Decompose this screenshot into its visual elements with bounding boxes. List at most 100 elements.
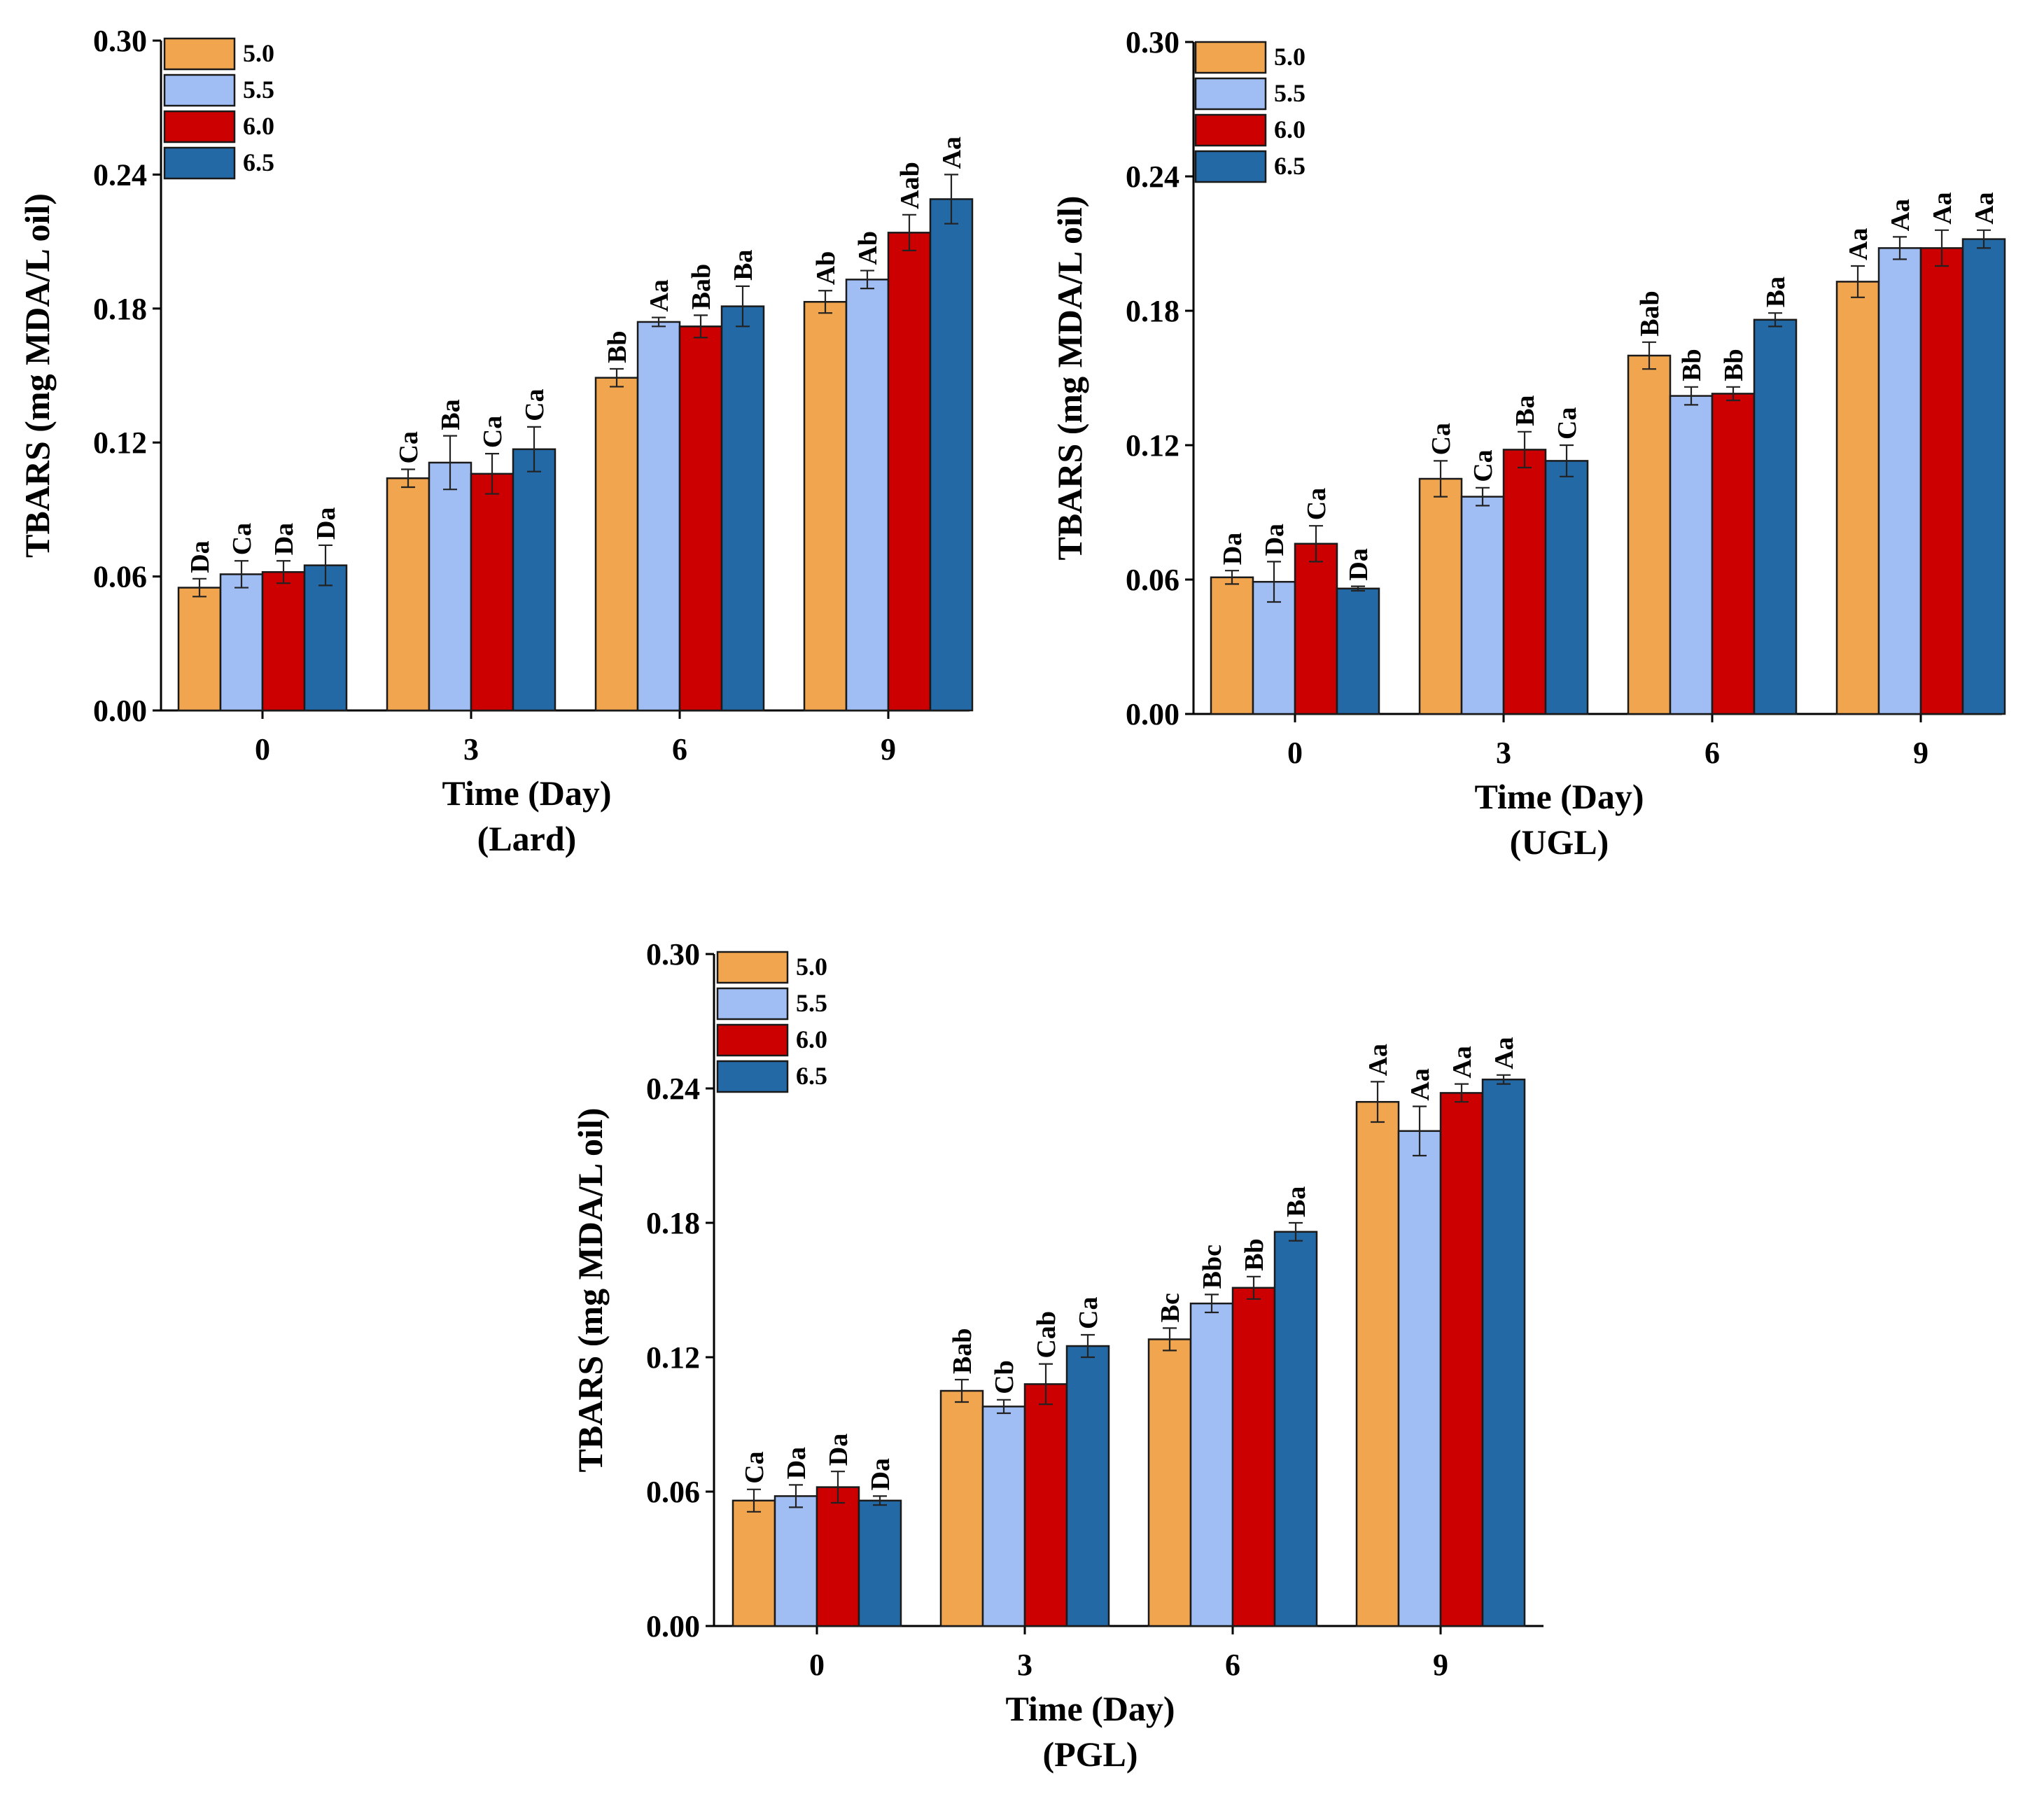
- y-axis-label: TBARS (mg MDA/L oil): [570, 1108, 610, 1473]
- significance-label: Aa: [1844, 228, 1873, 260]
- bar-6_0-day-6: [1711, 393, 1756, 715]
- significance-label: Cb: [990, 1360, 1019, 1394]
- bar-5_0-day-0: [1210, 576, 1254, 715]
- bar-6_0-day-9: [887, 232, 932, 712]
- legend: 5.0 5.5 6.0 6.5: [1194, 41, 1306, 183]
- chart-panel-pgl: 0.00 0.06 0.12 0.18 0.24 0.30 TBARS (mg MDA/L …: [570, 937, 1544, 1774]
- significance-label: Aa: [1970, 192, 1999, 224]
- panel-subtitle: (Lard): [477, 819, 577, 858]
- bar-6_0-day-3: [1023, 1383, 1068, 1627]
- legend-label: 6.0: [796, 1025, 827, 1053]
- bar-6_0-day-9: [1439, 1092, 1484, 1627]
- y-tick-label: 0.18: [1126, 294, 1180, 328]
- x-tick-label: 6: [672, 732, 687, 766]
- bar-6_5-day-6: [1273, 1231, 1318, 1627]
- significance-label: Ca: [227, 523, 257, 555]
- significance-label: Da: [824, 1434, 853, 1466]
- significance-label: Ca: [1469, 449, 1498, 482]
- x-tick-label: 9: [881, 732, 896, 766]
- bar-6_0-day-9: [1919, 247, 1964, 715]
- bar-5_5-day-6: [1669, 395, 1714, 715]
- significance-label: Aa: [1490, 1037, 1519, 1069]
- significance-label: Da: [1344, 548, 1373, 580]
- significance-label: Ca: [520, 388, 550, 421]
- y-tick-label: 0.18: [646, 1206, 700, 1240]
- legend-swatch-6_0: [163, 110, 236, 143]
- bar-6_5-day-3: [1065, 1345, 1110, 1627]
- bar-5_5-day-3: [1460, 496, 1505, 715]
- significance-label: Aab: [895, 162, 925, 209]
- significance-label: Ba: [1511, 395, 1540, 426]
- bar-6_0-day-0: [816, 1486, 860, 1627]
- legend-swatch-5_5: [716, 987, 789, 1021]
- bar-5_5-day-6: [636, 321, 681, 712]
- significance-label: Bb: [1719, 349, 1749, 381]
- y-tick-label: 0.12: [646, 1340, 700, 1375]
- bar-5_0-day-3: [939, 1389, 984, 1627]
- legend-label: 6.5: [796, 1062, 827, 1090]
- bar-6_0-day-3: [1502, 449, 1547, 715]
- legend-swatch-5_0: [163, 37, 236, 71]
- significance-label: Aa: [645, 279, 674, 311]
- x-tick-label: 3: [1017, 1648, 1032, 1682]
- legend-swatch-6_0: [716, 1023, 789, 1057]
- y-tick-label: 0.24: [1126, 160, 1180, 194]
- significance-label: Da: [782, 1447, 811, 1479]
- significance-label: Bab: [1635, 290, 1665, 336]
- x-axis-label: Time (Day): [442, 773, 611, 813]
- significance-label: Da: [866, 1458, 895, 1490]
- legend-label: 6.0: [243, 112, 274, 140]
- significance-label: Aa: [1928, 192, 1957, 224]
- significance-label: Aa: [1448, 1046, 1477, 1078]
- legend-swatch-5_5: [1194, 77, 1267, 111]
- bar-6_5-day-9: [1961, 238, 2006, 715]
- significance-label: Ca: [1302, 488, 1331, 520]
- bar-5_5-day-0: [1252, 580, 1296, 715]
- significance-label: Aa: [1886, 199, 1915, 231]
- bar-5_0-day-3: [1418, 477, 1463, 715]
- legend-label: 5.5: [796, 989, 827, 1017]
- legend: 5.0 5.5 6.0 6.5: [163, 37, 274, 180]
- bar-5_0-day-9: [803, 300, 848, 712]
- bar-6_0-day-6: [678, 325, 723, 712]
- bar-6_5-day-0: [1336, 587, 1380, 715]
- bar-5_0-day-9: [1355, 1100, 1400, 1627]
- significance-label: Bbc: [1198, 1245, 1227, 1289]
- bar-5_0-day-9: [1835, 281, 1880, 715]
- y-tick-label: 0.00: [646, 1609, 700, 1644]
- bar-5_5-day-0: [774, 1495, 818, 1627]
- bar-6_5-day-9: [1481, 1078, 1526, 1627]
- chart-panel-lard: 0.00 0.06 0.12 0.18 0.24 0.30 TBARS (mg MDA/L …: [18, 24, 974, 858]
- panel-subtitle: (PGL): [1042, 1735, 1138, 1774]
- x-tick-label: 6: [1704, 736, 1720, 770]
- significance-label: Aa: [1406, 1068, 1435, 1100]
- bar-6_5-day-9: [929, 198, 974, 712]
- y-tick-label: 0.30: [646, 937, 700, 972]
- significance-label: Da: [1260, 524, 1289, 556]
- panel-subtitle: (UGL): [1510, 822, 1609, 862]
- significance-label: Ba: [729, 250, 758, 281]
- y-tick-label: 0.12: [1126, 428, 1180, 463]
- significance-label: Bab: [948, 1329, 977, 1374]
- y-tick-label: 0.12: [93, 426, 147, 460]
- significance-label: Cab: [1032, 1311, 1061, 1359]
- bar-6_0-day-0: [1294, 542, 1338, 715]
- bar-5_5-day-9: [845, 279, 890, 712]
- y-tick-label: 0.00: [1126, 697, 1180, 731]
- chart-panel-ugl: 0.00 0.06 0.12 0.18 0.24 0.30 TBARS (mg MDA/L …: [1050, 25, 2006, 862]
- significance-label: Ba: [1282, 1186, 1311, 1217]
- x-tick-label: 0: [809, 1648, 825, 1682]
- bar-5_5-day-0: [219, 573, 264, 712]
- bar-5_5-day-6: [1189, 1302, 1234, 1627]
- bar-6_0-day-3: [470, 472, 514, 712]
- legend-label: 5.0: [1274, 43, 1306, 71]
- legend-swatch-5_0: [716, 951, 789, 984]
- legend-label: 6.5: [243, 148, 274, 176]
- bar-6_5-day-6: [1753, 318, 1798, 715]
- x-tick-label: 3: [463, 732, 479, 766]
- bar-6_0-day-0: [261, 570, 306, 712]
- significance-label: Bb: [1240, 1238, 1269, 1270]
- bar-5_5-day-3: [981, 1406, 1026, 1627]
- legend-label: 6.5: [1274, 152, 1306, 180]
